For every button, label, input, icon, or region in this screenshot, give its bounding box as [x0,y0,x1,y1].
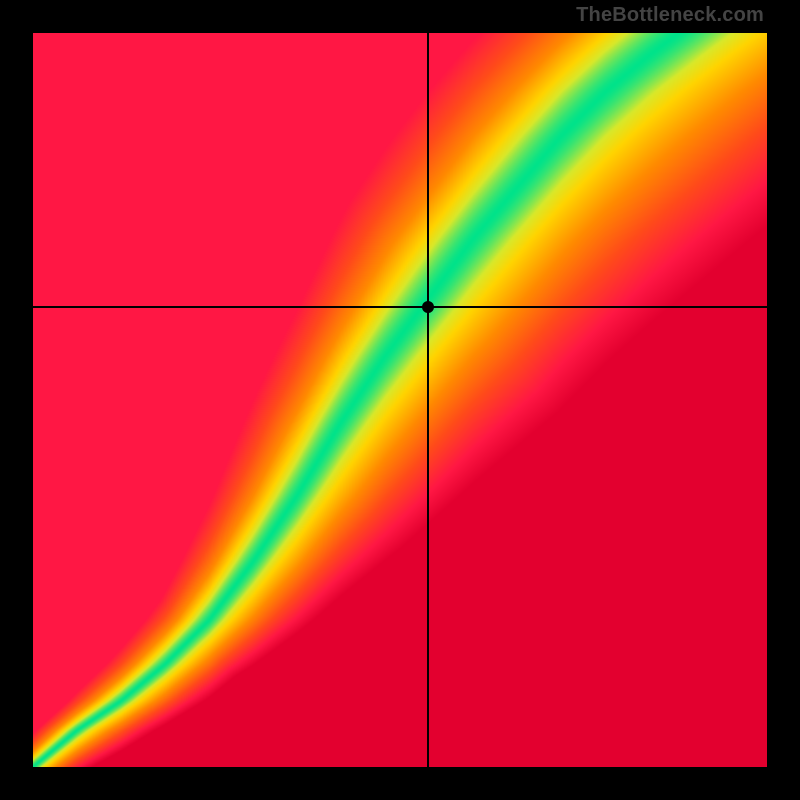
heatmap-plot-area [33,33,767,767]
marker-point [422,301,434,313]
crosshair-horizontal [33,306,767,308]
watermark-text: TheBottleneck.com [576,4,764,27]
chart-container: TheBottleneck.com [0,0,800,800]
crosshair-vertical [427,33,429,767]
heatmap-canvas [33,33,767,767]
